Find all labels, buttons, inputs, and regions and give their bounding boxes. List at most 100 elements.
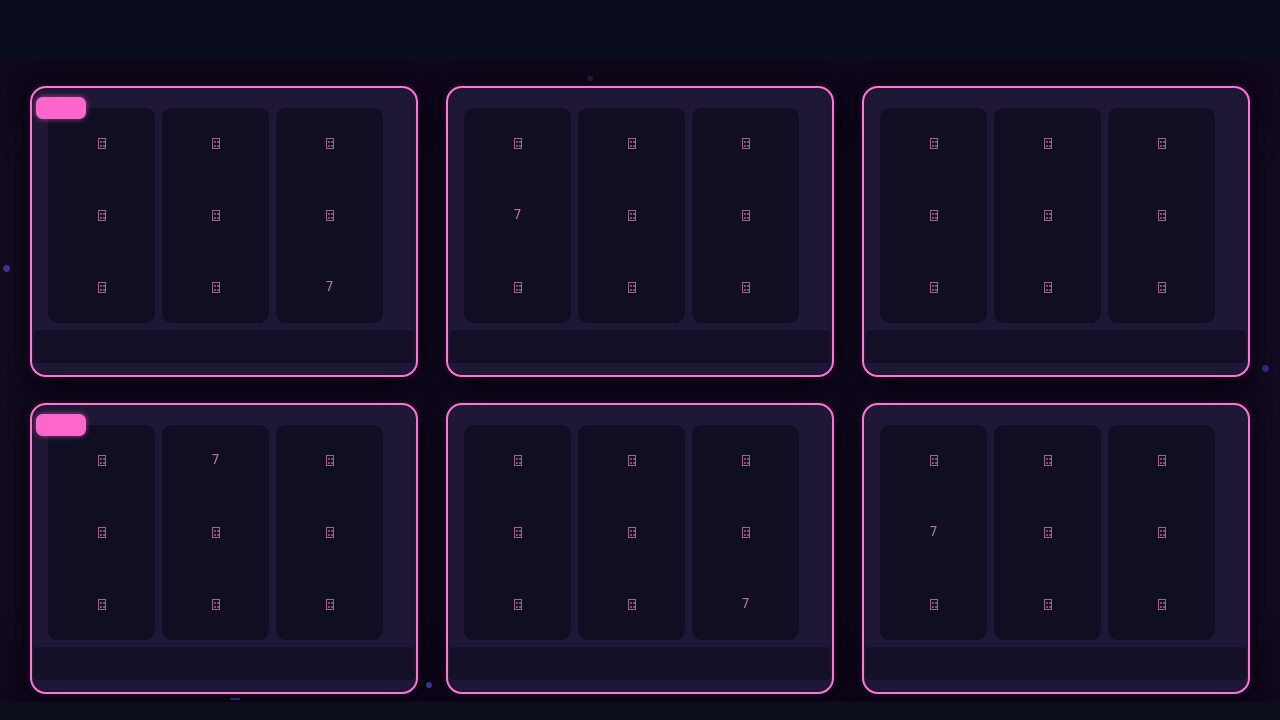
missing-glyph-symbol <box>325 210 334 221</box>
machine-footer-bar[interactable] <box>866 647 1246 680</box>
symbol-cell <box>692 425 799 497</box>
machine-footer-bar[interactable] <box>450 330 830 363</box>
seven-symbol: 7 <box>325 279 334 295</box>
missing-glyph-symbol <box>1157 598 1166 610</box>
symbol-cell: 7 <box>880 497 987 569</box>
missing-glyph-symbol <box>513 455 522 467</box>
symbol-cell <box>578 108 685 180</box>
symbol-cell: 7 <box>162 425 269 497</box>
missing-glyph-symbol <box>627 138 636 150</box>
slot-machine-card-top-middle[interactable]: 7 <box>446 86 834 377</box>
missing-glyph-symbol <box>741 455 750 467</box>
missing-glyph-symbol <box>627 281 636 293</box>
missing-glyph-symbol <box>1157 527 1166 538</box>
machine-badge <box>36 97 86 119</box>
symbol-cell <box>48 108 155 180</box>
particle-dot <box>587 76 593 81</box>
reel-1 <box>464 425 571 640</box>
missing-glyph-symbol <box>1157 455 1166 467</box>
reel-1 <box>48 108 155 323</box>
missing-glyph-symbol <box>1157 138 1166 150</box>
reels-row: 7 <box>48 108 383 323</box>
machine-footer-bar[interactable] <box>450 647 830 680</box>
symbol-cell <box>1108 108 1215 180</box>
reels-row <box>880 108 1215 323</box>
symbol-cell <box>48 180 155 252</box>
machine-footer-bar[interactable] <box>866 330 1246 363</box>
missing-glyph-symbol <box>1043 527 1052 538</box>
particle-dot <box>3 265 10 272</box>
reel-1: 7 <box>464 108 571 323</box>
machine-footer-bar[interactable] <box>34 330 414 363</box>
missing-glyph-symbol <box>211 138 220 150</box>
missing-glyph-symbol <box>929 210 938 221</box>
missing-glyph-symbol <box>741 281 750 293</box>
symbol-cell <box>692 180 799 252</box>
missing-glyph-symbol <box>1043 455 1052 467</box>
symbol-cell <box>48 568 155 640</box>
particle-dot <box>1262 365 1269 372</box>
symbol-cell: 7 <box>464 180 571 252</box>
missing-glyph-symbol <box>325 455 334 467</box>
symbol-cell <box>880 251 987 323</box>
symbol-cell <box>578 568 685 640</box>
symbol-cell <box>880 425 987 497</box>
symbol-cell <box>994 568 1101 640</box>
missing-glyph-symbol <box>211 210 220 221</box>
symbol-cell <box>692 108 799 180</box>
missing-glyph-symbol <box>1043 210 1052 221</box>
missing-glyph-symbol <box>929 598 938 610</box>
missing-glyph-symbol <box>1043 138 1052 150</box>
reel-2 <box>578 108 685 323</box>
slot-machine-card-top-right[interactable] <box>862 86 1250 377</box>
missing-glyph-symbol <box>741 210 750 221</box>
machine-footer-bar[interactable] <box>34 647 414 680</box>
symbol-cell: 7 <box>692 568 799 640</box>
missing-glyph-symbol <box>325 138 334 150</box>
symbol-cell: 7 <box>276 251 383 323</box>
seven-symbol: 7 <box>513 208 522 223</box>
slot-machine-card-bottom-left[interactable]: 7 <box>30 403 418 694</box>
reel-2 <box>994 108 1101 323</box>
slot-machine-card-bottom-right[interactable]: 7 <box>862 403 1250 694</box>
reel-1 <box>48 425 155 640</box>
slot-machine-card-bottom-middle[interactable]: 7 <box>446 403 834 694</box>
symbol-cell <box>1108 180 1215 252</box>
missing-glyph-symbol <box>211 281 220 293</box>
symbol-cell <box>1108 251 1215 323</box>
missing-glyph-symbol <box>325 527 334 538</box>
symbol-cell <box>1108 568 1215 640</box>
reel-3 <box>1108 108 1215 323</box>
reel-2 <box>578 425 685 640</box>
symbol-cell <box>994 108 1101 180</box>
reel-3: 7 <box>692 425 799 640</box>
missing-glyph-symbol <box>97 138 106 150</box>
symbol-cell <box>578 497 685 569</box>
missing-glyph-symbol <box>325 598 334 610</box>
reel-3: 7 <box>276 108 383 323</box>
machine-badge <box>36 414 86 436</box>
symbol-cell <box>464 497 571 569</box>
symbol-cell <box>880 180 987 252</box>
slot-machine-card-top-left[interactable]: 7 <box>30 86 418 377</box>
symbol-cell <box>464 568 571 640</box>
missing-glyph-symbol <box>97 527 106 538</box>
reel-2 <box>162 108 269 323</box>
reel-2: 7 <box>162 425 269 640</box>
top-bar <box>0 0 1280 60</box>
missing-glyph-symbol <box>97 455 106 467</box>
seven-symbol: 7 <box>211 453 220 469</box>
missing-glyph-symbol <box>929 455 938 467</box>
missing-glyph-symbol <box>513 598 522 610</box>
symbol-cell <box>880 108 987 180</box>
missing-glyph-symbol <box>1157 210 1166 221</box>
symbol-cell <box>276 568 383 640</box>
symbol-cell <box>276 425 383 497</box>
symbol-cell <box>1108 425 1215 497</box>
symbol-cell <box>162 497 269 569</box>
symbol-cell <box>276 497 383 569</box>
missing-glyph-symbol <box>97 281 106 293</box>
missing-glyph-symbol <box>513 138 522 150</box>
symbol-cell <box>994 180 1101 252</box>
